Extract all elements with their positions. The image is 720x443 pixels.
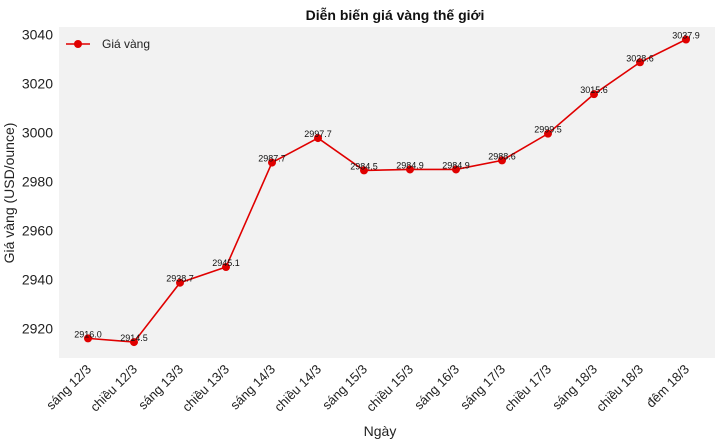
data-label: 2988.6 xyxy=(488,151,516,161)
data-label: 2984.9 xyxy=(442,160,470,170)
y-axis-label: Giá vàng (USD/ounce) xyxy=(1,123,17,264)
data-label: 2945.1 xyxy=(212,258,240,268)
data-point xyxy=(360,166,368,175)
y-tick-label: 2920 xyxy=(22,321,53,337)
data-label: 3037.9 xyxy=(672,31,700,41)
legend: Giá vàng xyxy=(66,37,150,51)
y-tick-label: 2940 xyxy=(22,272,53,288)
data-point xyxy=(636,58,644,67)
x-tick-label: đêm 18/3 xyxy=(643,362,692,411)
plot-background xyxy=(59,27,715,358)
chart-title: Diễn biến giá vàng thế giới xyxy=(306,7,485,23)
legend-point-marker xyxy=(74,40,82,48)
legend-label: Giá vàng xyxy=(102,37,150,51)
data-point xyxy=(498,156,506,165)
data-point xyxy=(222,263,230,272)
x-axis-label: Ngày xyxy=(364,423,397,439)
y-axis-ticks: 2920 2940 2960 2980 3000 3020 3040 xyxy=(22,26,53,336)
x-tick-label: sáng 17/3 xyxy=(457,362,508,413)
y-tick-label: 3020 xyxy=(22,75,53,91)
data-point xyxy=(84,334,92,343)
x-tick-label: sáng 15/3 xyxy=(319,362,370,413)
data-label: 2999.5 xyxy=(534,125,562,135)
data-point xyxy=(590,90,598,99)
series-line xyxy=(87,38,687,343)
data-label: 2914.5 xyxy=(120,333,148,343)
data-label: 2916.0 xyxy=(74,329,102,339)
x-tick-label: chiều 12/3 xyxy=(87,362,140,415)
x-tick-label: sáng 12/3 xyxy=(43,362,94,413)
y-tick-label: 3040 xyxy=(22,26,53,42)
x-tick-label: sáng 16/3 xyxy=(411,362,462,413)
data-label: 2987.7 xyxy=(258,154,286,164)
x-tick-label: chiều 15/3 xyxy=(363,362,416,415)
data-point xyxy=(682,35,690,44)
x-tick-label: sáng 13/3 xyxy=(135,362,186,413)
data-label: 2997.7 xyxy=(304,129,332,139)
data-point xyxy=(176,278,184,287)
x-tick-label: sáng 14/3 xyxy=(227,362,278,413)
data-label: 2984.9 xyxy=(396,160,424,170)
data-point xyxy=(544,129,552,138)
y-tick-label: 2960 xyxy=(22,223,53,239)
y-tick-label: 3000 xyxy=(22,124,53,140)
data-label: 2938.7 xyxy=(166,274,194,284)
data-point xyxy=(268,158,276,167)
series-group: 2916.0 2914.5 2938.7 2945.1 2987.7 2997.7 2984… xyxy=(74,31,700,347)
data-label: 3015.6 xyxy=(580,85,608,95)
data-label: 3028.6 xyxy=(626,53,654,63)
x-tick-label: sáng 18/3 xyxy=(549,362,600,413)
data-point xyxy=(452,165,460,174)
x-tick-label: chiều 14/3 xyxy=(271,362,324,415)
x-tick-label: chiều 18/3 xyxy=(593,362,646,415)
x-tick-label: chiều 17/3 xyxy=(501,362,554,415)
data-point xyxy=(130,338,138,347)
y-tick-label: 2980 xyxy=(22,173,53,189)
x-tick-label: chiều 13/3 xyxy=(179,362,232,415)
data-point xyxy=(406,165,414,174)
data-label: 2984.5 xyxy=(350,161,378,171)
data-point xyxy=(314,134,322,143)
